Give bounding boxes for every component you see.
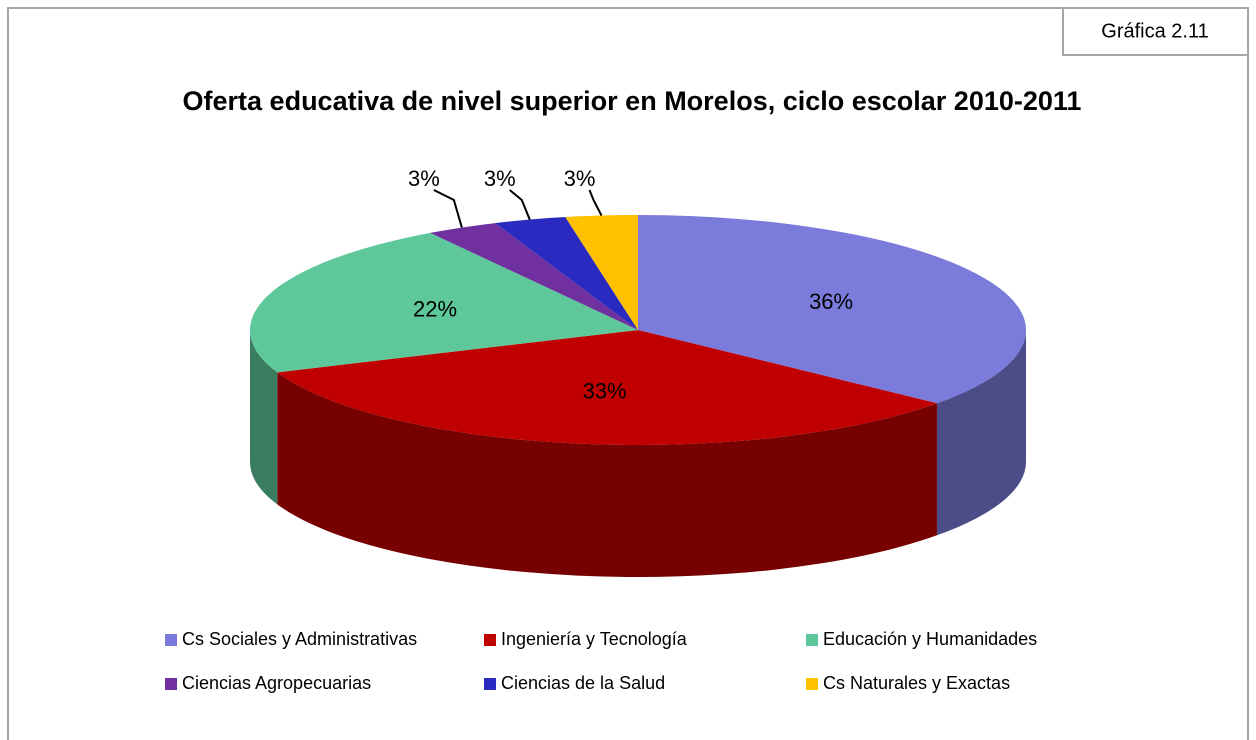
legend-label: Ciencias de la Salud xyxy=(501,673,665,693)
legend-label: Ciencias Agropecuarias xyxy=(182,673,371,693)
leader-line xyxy=(588,189,603,216)
legend-swatch xyxy=(806,634,818,646)
legend-label: Ingeniería y Tecnología xyxy=(501,629,688,649)
slice xyxy=(250,232,639,373)
slice xyxy=(430,223,638,330)
legend-swatch xyxy=(165,634,177,646)
slice-side xyxy=(277,372,937,578)
legend-swatch xyxy=(165,678,177,690)
slice xyxy=(277,330,937,445)
badge-box xyxy=(1062,7,1249,56)
data-label: 33% xyxy=(583,378,627,403)
slice xyxy=(565,215,638,330)
chart-title: Oferta educativa de nivel superior en Mo… xyxy=(183,86,1082,116)
leader-line xyxy=(433,189,463,228)
slice xyxy=(495,217,638,330)
data-label: 22% xyxy=(413,296,457,321)
data-label: 36% xyxy=(809,289,853,314)
legend-label: Cs Sociales y Administrativas xyxy=(182,629,417,649)
legend-swatch xyxy=(806,678,818,690)
slice xyxy=(638,215,1026,404)
data-label: 3% xyxy=(564,166,596,191)
legend-label: Cs Naturales y Exactas xyxy=(823,673,1010,693)
legend-swatch xyxy=(484,678,496,690)
legend-label: Educación y Humanidades xyxy=(823,629,1037,649)
legend-swatch xyxy=(484,634,496,646)
slice-side xyxy=(936,330,1026,536)
data-label: 3% xyxy=(484,166,516,191)
badge: Gráfica 2.11 xyxy=(1101,20,1208,42)
leader-line xyxy=(509,189,531,220)
data-label: 3% xyxy=(408,166,440,191)
slice-side xyxy=(250,330,278,505)
